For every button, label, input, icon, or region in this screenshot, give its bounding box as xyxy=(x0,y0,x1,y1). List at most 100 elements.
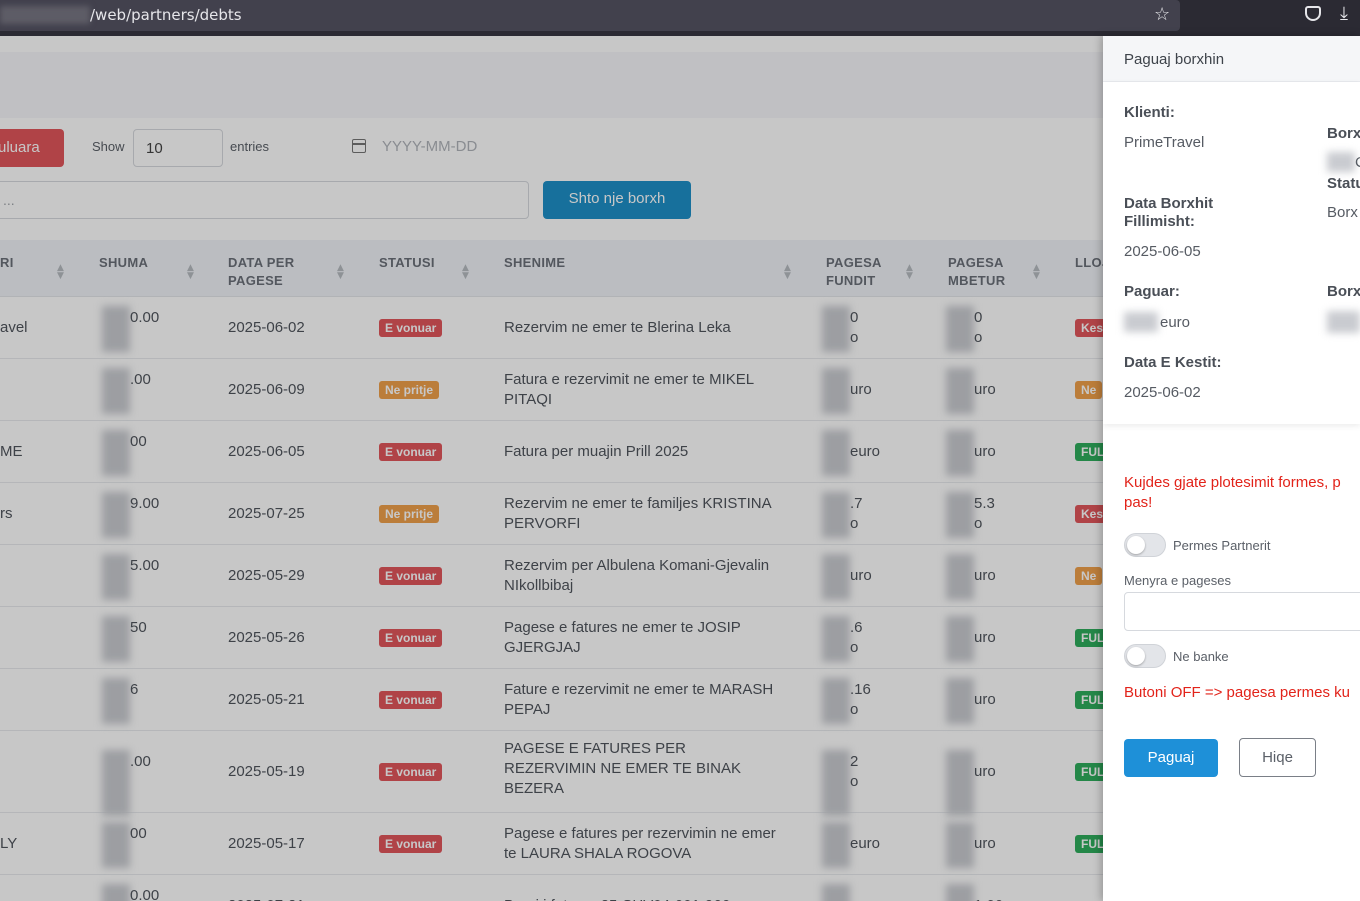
debt-remaining-redacted xyxy=(1327,311,1360,333)
table-row[interactable]: LY 00 2025-05-17 E vonuar Pagese e fatures p… xyxy=(0,813,1111,875)
sort-icon[interactable]: ▲ ▼ xyxy=(57,263,64,281)
remaining-redacted xyxy=(946,884,974,901)
status-badge: Ne pritje xyxy=(379,505,440,523)
last-payment-cell: .16 xyxy=(850,681,871,698)
due-date-cell: 2025-05-17 xyxy=(228,835,305,852)
url-path: /web/partners/debts xyxy=(90,6,242,24)
table-row[interactable]: .00 2025-06-09 Ne pritje Fatura e rezervimi… xyxy=(0,359,1110,421)
note-cell: Fature e rezervimit ne emer te MARASH PE… xyxy=(504,681,774,718)
sort-icon[interactable]: ▲ ▼ xyxy=(1033,263,1040,281)
last-payment-cell: 0 xyxy=(850,309,859,326)
cancel-button[interactable]: Hiqe xyxy=(1239,738,1316,777)
due-date-cell: 2025-05-29 xyxy=(228,567,305,584)
sort-icon[interactable]: ▲ ▼ xyxy=(784,263,791,281)
col-header-client[interactable]: RI xyxy=(0,255,14,270)
last-payment-redacted xyxy=(822,616,850,662)
sort-icon[interactable]: ▲ ▼ xyxy=(337,263,344,281)
filter-red-button[interactable]: uluara xyxy=(0,129,64,167)
last-payment-redacted xyxy=(822,306,850,352)
col-header-status[interactable]: STATUSI xyxy=(379,255,435,270)
last-payment-redacted xyxy=(822,492,850,538)
last-payment-redacted xyxy=(822,678,850,724)
remaining-cell: uro xyxy=(974,835,996,852)
table-row[interactable]: rs 9.00 2025-07-25 Ne pritje Rezervim ne eme… xyxy=(0,483,1110,545)
table-row[interactable]: .00 2025-05-19 E vonuar PAGESE E FATURES PE… xyxy=(0,731,1111,816)
amount-cell: .00 xyxy=(130,753,151,770)
address-bar[interactable]: /web/partners/debts ☆ xyxy=(0,0,1180,31)
last-payment-redacted xyxy=(822,368,850,414)
remaining-cell: uro xyxy=(974,763,996,780)
last-payment-cell: 2 xyxy=(850,753,859,770)
start-date-label-line2: Fillimisht: xyxy=(1124,213,1195,230)
client-value: PrimeTravel xyxy=(1124,134,1205,151)
table-header: RI ▲ ▼ SHUMA ▲ ▼ DATA PER PAGESE ▲ ▼ STATUS… xyxy=(0,240,1110,297)
last-payment-cell: .7 xyxy=(850,495,863,512)
sort-icon[interactable]: ▲ ▼ xyxy=(187,263,194,281)
sort-icon[interactable]: ▲ ▼ xyxy=(462,263,469,281)
client-label: Klienti: xyxy=(1124,104,1175,121)
status-badge: E vonuar xyxy=(379,319,443,337)
client-cell: ME xyxy=(0,443,23,460)
partner-toggle[interactable] xyxy=(1124,533,1166,557)
col-header-notes[interactable]: SHENIME xyxy=(504,255,566,270)
status-badge: Ne pritje xyxy=(379,381,440,399)
table-row[interactable]: avel 0.00 2025-06-02 E vonuar Rezervim ne em… xyxy=(0,297,1110,359)
table-row[interactable]: 6 2025-05-21 E vonuar Fature e rezervimit n… xyxy=(0,669,1111,731)
status-badge: E vonuar xyxy=(379,763,443,781)
col-header-remaining[interactable]: PAGESA MBETUR xyxy=(948,255,1006,288)
modal-backdrop[interactable] xyxy=(0,36,1103,901)
remaining-redacted xyxy=(946,678,974,724)
due-date-cell: 2025-06-09 xyxy=(228,381,305,398)
amount-redacted xyxy=(102,678,130,724)
debt-remaining-label: Borx xyxy=(1327,283,1360,300)
last-payment-unit: o xyxy=(850,515,859,532)
bank-toggle[interactable] xyxy=(1124,644,1166,668)
type-badge: Ne xyxy=(1075,381,1103,399)
debt-total-redacted xyxy=(1327,152,1355,172)
entries-label: entries xyxy=(230,139,270,154)
amount-redacted xyxy=(102,430,130,476)
pay-button[interactable]: Paguaj xyxy=(1124,739,1218,777)
payment-method-select[interactable] xyxy=(1124,592,1360,631)
table-row[interactable]: 5.00 2025-05-29 E vonuar Rezervim per Albul… xyxy=(0,545,1110,607)
col-header-amount[interactable]: SHUMA xyxy=(99,255,149,270)
status-badge: E vonuar xyxy=(379,835,443,853)
form-warning-line1: Kujdes gjate plotesimit formes, p xyxy=(1124,474,1341,491)
amount-redacted xyxy=(102,616,130,662)
note-cell: PAGESE E FATURES PER REZERVIMIN NE EMER … xyxy=(504,740,741,797)
table-row[interactable]: 0.00 2025-07-21 Borgj i fatures 25-SHV04-0… xyxy=(0,875,1110,901)
col-header-type[interactable]: LLOJ xyxy=(1075,255,1110,270)
amount-redacted xyxy=(102,554,130,600)
download-icon[interactable]: ⤓ xyxy=(1340,3,1348,24)
paid-label: Paguar: xyxy=(1124,283,1180,300)
table-row[interactable]: 50 2025-05-26 E vonuar Pagese e fatures ne … xyxy=(0,607,1111,669)
remaining-cell: 5.3 xyxy=(974,495,995,512)
add-debt-button[interactable]: Shto nje borxh xyxy=(543,181,691,219)
note-cell: Rezervim ne emer te Blerina Leka xyxy=(504,319,731,336)
remaining-cell: uro xyxy=(974,629,996,646)
sort-icon[interactable]: ▲ ▼ xyxy=(906,263,913,281)
amount-redacted xyxy=(102,884,130,901)
pocket-icon[interactable] xyxy=(1305,6,1321,21)
status-badge: E vonuar xyxy=(379,691,443,709)
col-header-last-payment[interactable]: PAGESA FUNDIT xyxy=(826,255,882,288)
due-date-cell: 2025-05-26 xyxy=(228,629,305,646)
show-label: Show xyxy=(92,139,125,154)
note-cell: Rezervim ne emer te familjes KRISTINA PE… xyxy=(504,495,771,532)
panel-header: Paguaj borxhin xyxy=(1103,36,1360,82)
search-input[interactable]: ... xyxy=(0,181,529,219)
remaining-redacted xyxy=(946,306,974,352)
col-header-date[interactable]: DATA PER PAGESE xyxy=(228,255,295,288)
client-cell: avel xyxy=(0,319,28,336)
last-payment-redacted xyxy=(822,884,850,901)
start-date-value: 2025-06-05 xyxy=(1124,243,1201,260)
amount-cell: .00 xyxy=(130,371,151,388)
bookmark-star-icon[interactable]: ☆ xyxy=(1154,4,1171,25)
last-payment-unit: o xyxy=(850,639,859,656)
payment-method-label: Menyra e pageses xyxy=(1124,573,1231,588)
table-row[interactable]: ME 00 2025-06-05 E vonuar Fatura per muajin … xyxy=(0,421,1111,483)
date-filter-input[interactable]: YYYY-MM-DD xyxy=(382,138,478,155)
entries-select[interactable]: 10 xyxy=(133,129,223,167)
start-date-label-line1: Data Borxhit xyxy=(1124,195,1214,212)
last-payment-unit: o xyxy=(850,329,859,346)
